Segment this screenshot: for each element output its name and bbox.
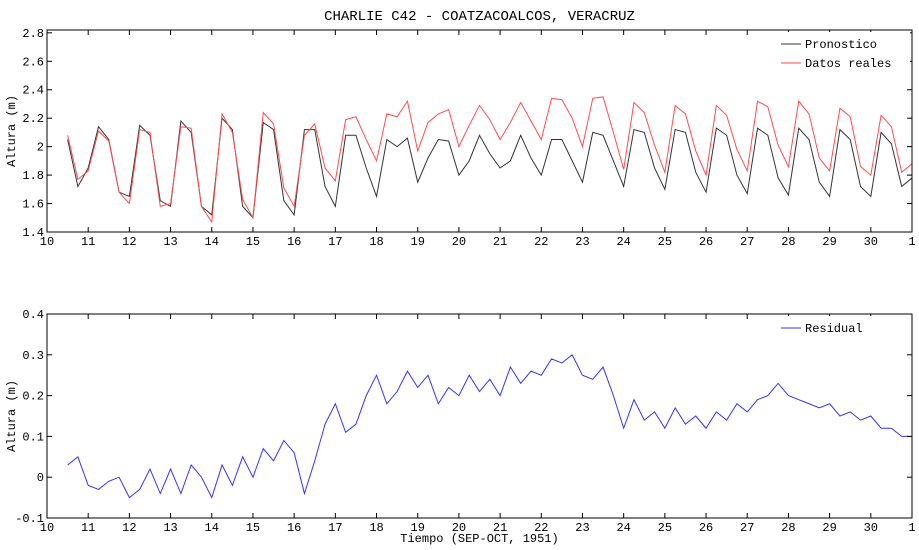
y-tick-label: 0.4 [22,308,44,322]
y-tick-label: 1.6 [22,198,44,212]
x-tick-label: 16 [287,235,301,249]
y-tick-label: 0.2 [22,390,44,404]
x-tick-label: 20 [452,235,466,249]
series-line [67,354,912,499]
x-tick-label: 19 [411,521,425,535]
x-tick-label: 25 [658,521,672,535]
x-tick-label: 26 [699,235,713,249]
x-tick-label: 29 [822,521,836,535]
legend-label: Residual [805,322,863,336]
x-tick-label: 30 [864,521,878,535]
x-tick-label: 21 [493,521,507,535]
x-tick-label: 23 [575,235,589,249]
plot-frame [46,313,913,519]
x-tick-label: 10 [40,235,54,249]
x-tick-label: 13 [163,521,177,535]
x-tick-label: 18 [369,521,383,535]
y-axis-label: Altura (m) [5,380,19,452]
x-tick-label: 12 [122,235,136,249]
x-tick-label: 1 [908,521,915,535]
x-tick-label: 18 [369,235,383,249]
x-tick-label: 25 [658,235,672,249]
x-tick-label: 15 [246,235,260,249]
x-tick-label: 14 [205,235,219,249]
x-tick-label: 17 [328,235,342,249]
x-tick-label: 27 [740,521,754,535]
x-tick-label: 17 [328,521,342,535]
legend-box [775,32,910,76]
series-line [67,117,913,219]
x-tick-label: 20 [452,521,466,535]
x-tick-label: 27 [740,235,754,249]
y-tick-label: 2 [37,141,44,155]
x-tick-label: 15 [246,521,260,535]
x-tick-label: 1 [908,235,915,249]
y-tick-label: 0 [37,471,44,485]
series-line [67,96,913,224]
y-tick-label: 2.4 [22,84,44,98]
x-tick-label: 12 [122,521,136,535]
y-tick-label: 2.2 [22,112,44,126]
x-axis-label: Tiempo (SEP-OCT, 1951) [400,532,558,546]
x-tick-label: 28 [781,521,795,535]
x-tick-label: 29 [822,235,836,249]
x-tick-label: 23 [575,521,589,535]
x-tick-label: 24 [616,521,630,535]
y-tick-label: 0.3 [22,349,44,363]
x-tick-label: 26 [699,521,713,535]
y-tick-label: 2.6 [22,55,44,69]
y-tick-label: 0.1 [22,430,44,444]
x-tick-label: 30 [864,235,878,249]
y-tick-label: 1.8 [22,169,44,183]
y-axis-label: Altura (m) [5,95,19,167]
x-tick-label: 21 [493,235,507,249]
y-tick-label: 2.8 [22,27,44,41]
x-tick-label: 11 [81,235,95,249]
legend-label: Datos reales [805,57,891,71]
x-tick-label: 28 [781,235,795,249]
x-tick-label: 24 [616,235,630,249]
plot-frame [46,29,913,233]
x-tick-label: 10 [40,521,54,535]
x-tick-label: 22 [534,235,548,249]
x-tick-label: 14 [205,521,219,535]
legend-label: Pronostico [805,38,877,52]
x-tick-label: 16 [287,521,301,535]
y-tick-label: 1.4 [22,226,44,240]
x-tick-label: 11 [81,521,95,535]
x-tick-label: 19 [411,235,425,249]
y-tick-label: -0.1 [15,512,44,526]
x-tick-label: 13 [163,235,177,249]
x-tick-label: 22 [534,521,548,535]
chart-title: CHARLIE C42 - COATZACOALCOS, VERACRUZ [324,9,635,25]
